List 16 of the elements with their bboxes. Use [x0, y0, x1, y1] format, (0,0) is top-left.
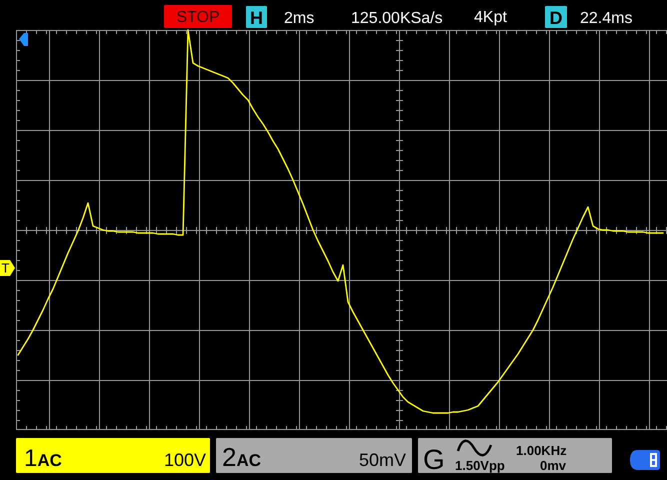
text: 2AC	[222, 442, 262, 472]
text: 0mv	[540, 458, 567, 473]
text: 125.00KSa/s	[351, 10, 443, 27]
text: 1.50Vpp	[455, 458, 505, 473]
text: G	[423, 444, 445, 475]
text: 2ms	[284, 10, 314, 27]
text: 100V	[164, 450, 206, 470]
text: STOP	[176, 9, 220, 26]
text: 1AC	[24, 445, 62, 472]
text: 4Kpt	[474, 9, 508, 26]
text: 1.00KHz	[516, 443, 568, 458]
annotation: T	[2, 260, 10, 276]
text: 22.4ms	[580, 10, 632, 27]
text: 50mV	[358, 450, 406, 470]
text: H	[250, 8, 263, 28]
text: D	[550, 8, 562, 28]
